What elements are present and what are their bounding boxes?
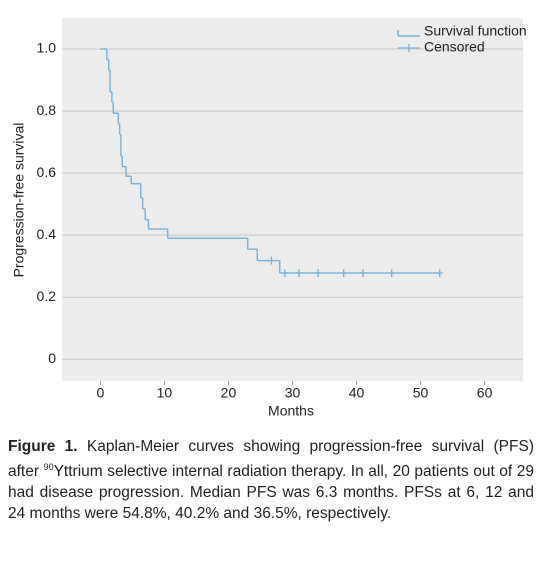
censor-mark [268,256,275,265]
censor-mark [388,269,395,278]
legend-label: Censored [424,39,485,55]
y-axis-label: Progression-free survival [11,123,27,278]
plot-area [62,18,523,381]
censor-mark [281,269,288,278]
x-tick-label: 50 [413,385,429,401]
y-tick-label: 0 [48,350,56,366]
y-tick-label: 0.2 [37,288,57,304]
censor-mark [295,269,302,278]
x-tick-label: 10 [157,385,173,401]
x-tick-label: 40 [349,385,365,401]
censor-mark [315,269,322,278]
censor-mark [436,269,443,278]
chart: Progression-free survival Months 0 0.2 0.4… [11,18,527,419]
caption-label: Figure 1. [8,438,78,455]
y-tick-label: 0.8 [37,102,57,118]
caption-sup: 90 [43,462,54,472]
caption-text: Kaplan-Meier curves showing progression-… [8,438,534,481]
censor-mark [340,269,347,278]
caption-text: Yttrium selective internal radiation the… [8,463,534,523]
x-axis-label: Months [268,403,314,419]
caption: Figure 1. Kaplan-Meier curves showing pr… [8,436,534,524]
censor-mark [359,269,366,278]
y-tick-label: 1.0 [37,40,57,56]
x-tick-label: 20 [221,385,237,401]
y-tick-label: 0.4 [37,226,57,242]
y-tick-label: 0.6 [37,164,57,180]
x-tick-label: 60 [477,385,493,401]
legend-label: Survival function [424,23,527,39]
x-tick-label: 0 [97,385,105,401]
x-tick-label: 30 [285,385,301,401]
